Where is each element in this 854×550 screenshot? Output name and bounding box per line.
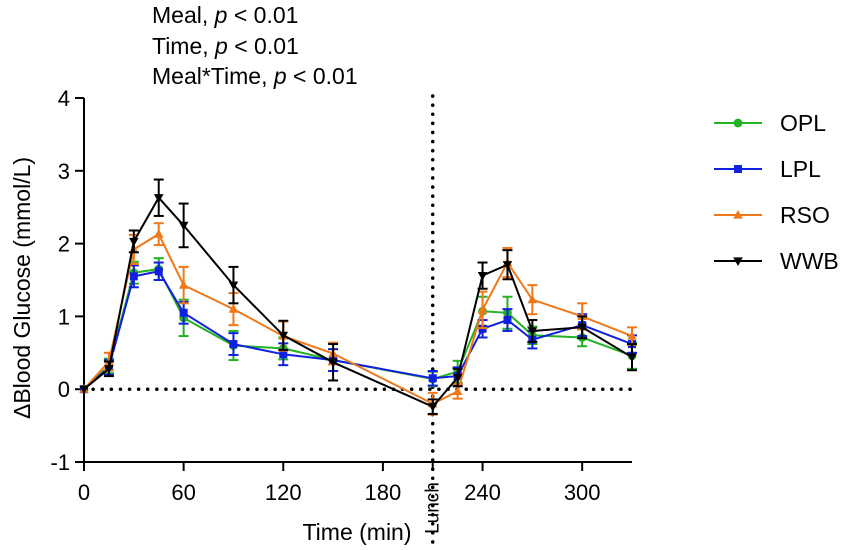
data-point-lpl [154, 267, 163, 276]
data-point-lpl [279, 350, 288, 359]
data-point-rso [627, 331, 637, 340]
x-tick-label: 0 [78, 480, 90, 505]
x-tick-label: 120 [265, 480, 302, 505]
series-rso [79, 222, 637, 416]
data-point-wwb [79, 385, 89, 395]
stat-meal-time: Meal*Time, p < 0.01 [152, 63, 358, 89]
data-point-lpl [129, 272, 138, 281]
data-point-wwb [104, 365, 114, 374]
data-point-lpl [229, 340, 238, 349]
x-tick-label: 180 [365, 480, 402, 505]
series-layer [79, 178, 637, 416]
legend-item-rso: RSO [714, 202, 830, 228]
legend-label-lpl: LPL [780, 156, 821, 182]
legend-item-opl: OPL [714, 110, 826, 136]
legend-marker-wwb [733, 257, 743, 266]
legend-label-opl: OPL [780, 110, 826, 136]
data-point-rso [228, 304, 239, 313]
data-point-wwb [577, 323, 587, 333]
data-point-lpl [179, 308, 188, 317]
data-point-wwb [452, 373, 463, 383]
stat-time: Time, p < 0.01 [152, 33, 299, 59]
data-point-wwb [228, 281, 239, 291]
data-point-wwb [129, 237, 139, 247]
y-axis-label: ΔBlood Glucose (mmol/L) [9, 157, 35, 419]
x-tick-label: 60 [171, 480, 195, 505]
lunch-label: Lunch [423, 482, 444, 534]
legend-item-wwb: WWB [714, 248, 839, 274]
y-tick-label: 1 [58, 304, 70, 329]
data-point-wwb [328, 358, 338, 368]
data-point-wwb [477, 272, 488, 281]
y-tick-label: 3 [58, 159, 70, 184]
data-point-wwb [278, 331, 289, 341]
data-point-wwb [527, 327, 538, 336]
data-point-rso [452, 386, 463, 395]
data-point-wwb [427, 403, 438, 412]
data-point-wwb [502, 261, 513, 270]
data-point-rso [178, 280, 189, 289]
data-point-wwb [627, 353, 637, 363]
series-wwb [79, 178, 637, 415]
series-line-rso [83, 232, 633, 405]
x-tick-label: 240 [464, 480, 501, 505]
stat-meal: Meal, p < 0.01 [152, 2, 299, 28]
legend-marker-rso [733, 210, 743, 219]
x-axis-label: Time (min) [302, 519, 411, 545]
reference-lines: Lunch [82, 94, 634, 548]
legend-label-wwb: WWB [780, 248, 839, 274]
axes: -1 0 1 2 3 4 0 60 120 180 240 300 Time (min) ΔBlood G… [9, 86, 632, 545]
data-point-lpl [503, 316, 512, 325]
legend: OPL LPL RSO WWB [714, 110, 839, 274]
y-tick-label: 0 [58, 377, 70, 402]
series-line-wwb [83, 196, 633, 408]
data-point-rso [153, 229, 164, 238]
data-point-rso [477, 304, 488, 314]
legend-item-lpl: LPL [714, 156, 821, 182]
data-point-lpl [428, 374, 437, 383]
x-tick-label: 300 [564, 480, 601, 505]
data-point-wwb [153, 194, 164, 203]
y-tick-label: -1 [50, 450, 70, 475]
y-tick-label: 2 [58, 232, 70, 257]
legend-label-rso: RSO [780, 202, 830, 228]
data-point-wwb [178, 221, 189, 231]
data-point-rso [527, 294, 538, 304]
legend-marker-opl [733, 118, 743, 128]
legend-marker-lpl [734, 165, 742, 173]
y-tick-label: 4 [58, 86, 70, 111]
